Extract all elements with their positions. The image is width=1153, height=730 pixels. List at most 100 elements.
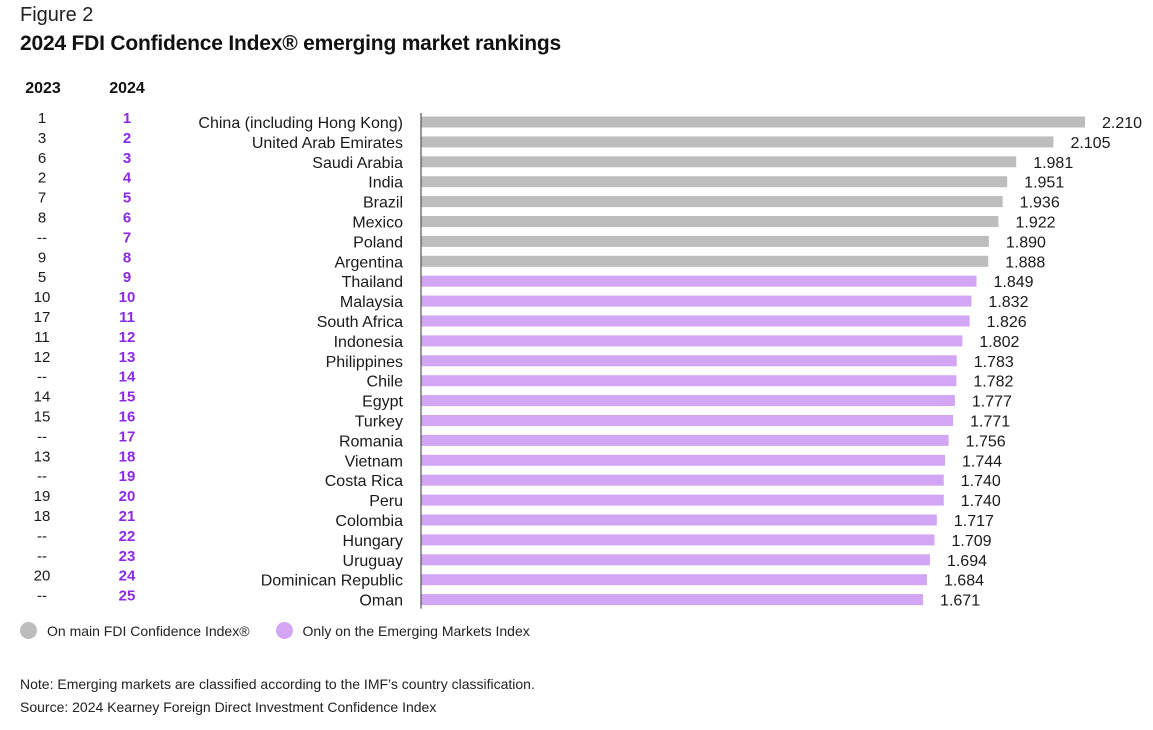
bar-25 <box>421 594 924 606</box>
column-header-2024: 2024 <box>109 80 145 97</box>
rank-2024-14: 14 <box>119 369 136 386</box>
legend-swatch-main <box>20 622 37 639</box>
legend-item-emerging: Only on the Emerging Markets Index <box>275 622 530 639</box>
rank-2024-17: 17 <box>119 428 136 445</box>
value-label-25: 1.671 <box>940 593 980 610</box>
rank-2024-21: 21 <box>119 508 136 525</box>
rank-2023-25: -- <box>37 588 47 605</box>
rank-2023-23: -- <box>37 548 47 565</box>
value-label-23: 1.694 <box>947 553 987 570</box>
category-label-18: Vietnam <box>345 453 403 470</box>
bar-23 <box>421 554 930 566</box>
rank-2024-1: 1 <box>123 110 131 127</box>
rank-2024-18: 18 <box>119 448 136 465</box>
rank-2024-23: 23 <box>119 548 136 565</box>
bar-18 <box>421 454 945 466</box>
category-label-9: Thailand <box>342 274 403 291</box>
rank-2024-8: 8 <box>123 249 131 266</box>
category-label-13: Philippines <box>326 354 403 371</box>
category-label-11: South Africa <box>317 314 403 331</box>
rank-2024-13: 13 <box>119 349 136 366</box>
rank-2023-9: 5 <box>38 269 46 286</box>
bar-7 <box>421 235 989 247</box>
category-label-25: Oman <box>359 593 403 610</box>
legend-label-main: On main FDI Confidence Index® <box>47 622 250 639</box>
rank-2023-20: 19 <box>34 488 51 505</box>
source-note: Source: 2024 Kearney Foreign Direct Inve… <box>20 699 437 715</box>
bar-19 <box>421 474 944 486</box>
bar-2 <box>421 136 1054 148</box>
rank-2023-13: 12 <box>34 349 51 366</box>
bar-5 <box>421 196 1003 208</box>
rank-2024-16: 16 <box>119 409 136 426</box>
rank-2024-7: 7 <box>123 229 131 246</box>
value-label-18: 1.744 <box>962 453 1002 470</box>
bar-16 <box>421 415 954 426</box>
rank-2023-4: 2 <box>38 170 46 187</box>
value-label-8: 1.888 <box>1005 254 1045 271</box>
bar-4 <box>421 176 1008 188</box>
rank-2023-11: 17 <box>34 309 51 326</box>
rank-2024-3: 3 <box>123 150 131 167</box>
bar-10 <box>421 295 972 307</box>
rank-2023-12: 11 <box>34 329 50 346</box>
chart-title: 2024 FDI Confidence Index® emerging mark… <box>20 32 561 55</box>
category-label-7: Poland <box>353 234 403 251</box>
category-label-5: Brazil <box>363 195 403 212</box>
bar-13 <box>421 355 957 367</box>
legend-label-emerging: Only on the Emerging Markets Index <box>302 622 530 639</box>
category-label-4: India <box>368 175 403 192</box>
category-label-19: Costa Rica <box>325 473 403 490</box>
rank-2024-24: 24 <box>119 568 136 585</box>
rank-2023-18: 13 <box>34 448 51 465</box>
rank-2024-25: 25 <box>119 588 136 605</box>
rank-2024-4: 4 <box>123 170 132 187</box>
bar-6 <box>421 216 999 227</box>
bar-17 <box>421 434 949 446</box>
category-label-3: Saudi Arabia <box>312 155 403 172</box>
value-label-15: 1.777 <box>972 394 1012 411</box>
value-label-17: 1.756 <box>966 433 1006 450</box>
rank-2023-8: 9 <box>38 249 46 266</box>
value-label-20: 1.740 <box>961 493 1001 510</box>
value-label-6: 1.922 <box>1015 215 1055 232</box>
rank-2024-19: 19 <box>119 468 136 485</box>
rank-2023-24: 20 <box>34 568 51 585</box>
bar-9 <box>421 275 977 287</box>
rank-2023-15: 14 <box>34 389 51 406</box>
bar-21 <box>421 514 937 526</box>
bar-22 <box>421 534 935 546</box>
value-label-3: 1.981 <box>1033 155 1073 172</box>
bar-20 <box>421 494 944 506</box>
rank-2024-10: 10 <box>119 289 136 306</box>
bar-11 <box>421 315 970 327</box>
bar-8 <box>421 255 989 267</box>
category-label-20: Peru <box>369 493 403 510</box>
rank-2023-16: 15 <box>34 409 51 426</box>
category-label-24: Dominican Republic <box>261 573 403 590</box>
rank-2024-22: 22 <box>119 528 136 545</box>
value-label-12: 1.802 <box>979 334 1019 351</box>
rank-2023-10: 10 <box>34 289 51 306</box>
category-label-12: Indonesia <box>334 334 403 351</box>
category-label-14: Chile <box>367 374 404 391</box>
rank-2023-14: -- <box>37 369 47 386</box>
value-label-4: 1.951 <box>1024 175 1064 192</box>
rank-2024-11: 11 <box>119 309 135 326</box>
column-header-2023: 2023 <box>25 80 61 97</box>
value-label-9: 1.849 <box>994 274 1034 291</box>
value-label-2: 2.105 <box>1070 135 1110 152</box>
rank-2023-5: 7 <box>38 190 46 207</box>
bar-3 <box>421 156 1017 168</box>
category-label-23: Uruguay <box>343 553 403 570</box>
category-label-2: United Arab Emirates <box>252 135 403 152</box>
rank-2023-22: -- <box>37 528 47 545</box>
value-label-22: 1.709 <box>951 533 991 550</box>
value-label-1: 2.210 <box>1102 115 1142 132</box>
footnote: Note: Emerging markets are classified ac… <box>20 676 535 692</box>
legend: On main FDI Confidence Index® Only on th… <box>20 622 556 639</box>
figure-label: Figure 2 <box>20 4 94 26</box>
value-label-14: 1.782 <box>973 374 1013 391</box>
rank-2023-17: -- <box>37 428 47 445</box>
